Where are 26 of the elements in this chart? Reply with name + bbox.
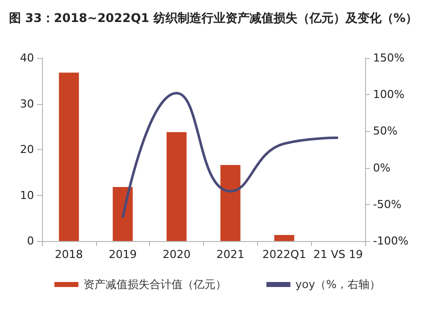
- y2-tick-label: 0%: [373, 161, 390, 174]
- line-series: [122, 92, 340, 219]
- bar: [220, 165, 240, 241]
- x-tick-label: 2021: [216, 248, 244, 261]
- bar: [166, 132, 187, 241]
- x-tick-label: 2019: [108, 248, 137, 261]
- bar: [274, 235, 294, 241]
- bar: [112, 187, 133, 241]
- bar: [58, 72, 79, 241]
- y2-tick-label: -100%: [373, 234, 408, 248]
- legend-label: 资产减值损失合计值（亿元）: [83, 278, 226, 291]
- x-tick-label: 21 VS 19: [313, 248, 363, 261]
- y-tick-label: 20: [20, 143, 34, 156]
- y-tick-label: 30: [20, 97, 34, 110]
- chart-title: 图 33：2018~2022Q1 纺织制造行业资产减值损失（亿元）及变化（%）: [9, 11, 418, 25]
- y2-tick-label: 150%: [373, 52, 404, 64]
- legend-label: yoy（%，右轴）: [295, 278, 381, 291]
- x-tick-label: 2022Q1: [262, 248, 306, 261]
- y-tick-label: 0: [27, 234, 34, 248]
- x-tick-label: 2020: [162, 248, 191, 261]
- y2-tick-label: 100%: [373, 88, 404, 102]
- y-tick-label: 10: [20, 188, 34, 202]
- y-tick-label: 40: [20, 52, 34, 64]
- y2-tick-label: 50%: [373, 124, 398, 138]
- y2-tick-label: -50%: [373, 198, 402, 211]
- x-tick-label: 2018: [54, 248, 83, 261]
